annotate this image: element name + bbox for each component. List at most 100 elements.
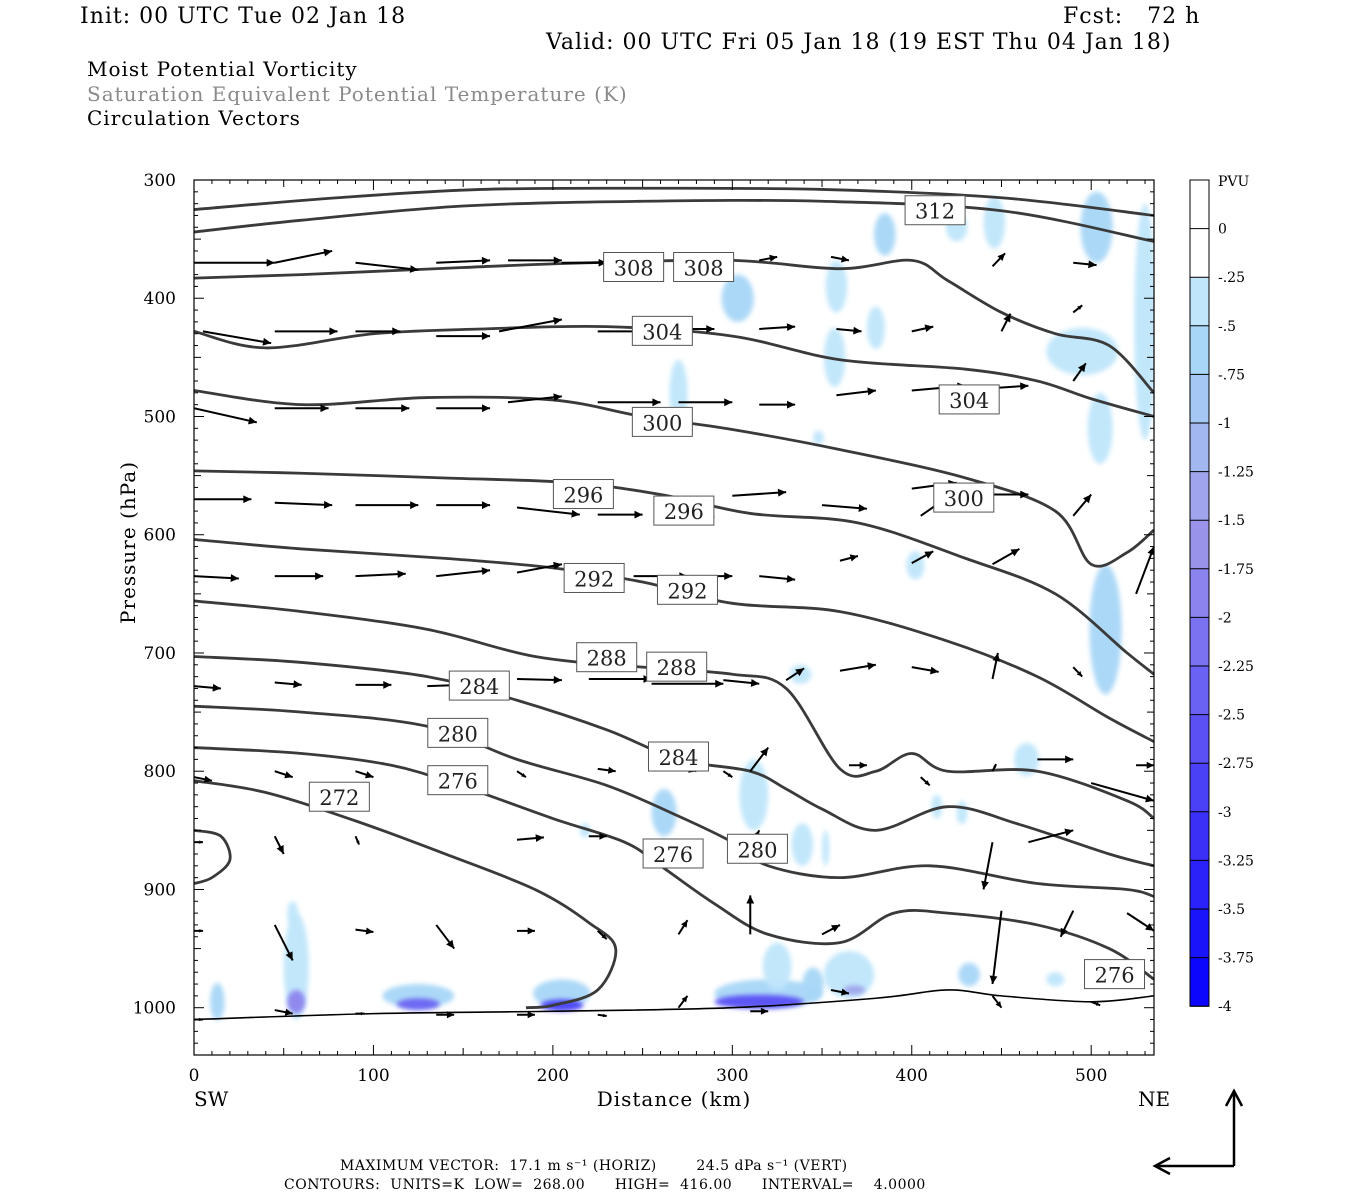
vector-head xyxy=(750,679,760,687)
x-tick-label: 200 xyxy=(537,1066,569,1086)
vector-head xyxy=(409,265,419,273)
circulation-vector xyxy=(355,501,419,510)
pv-blob-fill xyxy=(813,430,824,445)
vector-head xyxy=(1065,755,1074,764)
contour-label: 284 xyxy=(448,670,510,701)
contour-label-text: 280 xyxy=(438,722,478,746)
circulation-vector xyxy=(749,746,770,772)
contour-label-box xyxy=(563,562,625,593)
circulation-vector xyxy=(836,387,876,397)
contour-label: 272 xyxy=(308,781,370,812)
contour-label-box xyxy=(603,252,665,282)
colorbar-swatch xyxy=(1190,277,1209,326)
pv-blob xyxy=(1087,392,1113,464)
contour-label: 276 xyxy=(642,838,704,869)
vector-head xyxy=(535,834,544,843)
vector-head xyxy=(571,509,580,518)
vector-head xyxy=(553,676,562,684)
colorbar-unit: PVU xyxy=(1218,174,1250,190)
circulation-vector xyxy=(722,770,733,778)
contour-272b xyxy=(194,828,232,885)
circulation-vector xyxy=(516,927,535,935)
pv-blob xyxy=(983,196,1006,249)
vector-head xyxy=(924,780,930,786)
circulation-vector xyxy=(991,252,1006,268)
pv-blob xyxy=(739,759,769,831)
vector-head xyxy=(527,1011,535,1019)
pv-blob xyxy=(822,830,830,866)
circulation-vector xyxy=(597,398,661,407)
axes: 0 100 200 300 400 500 300 400 500 600 700 800 900 100… xyxy=(116,171,1170,1111)
circulation-vector xyxy=(435,924,455,950)
colorbar-tick-label: -3.75 xyxy=(1218,951,1254,967)
colorbar-swatch xyxy=(1190,714,1209,764)
vector-head xyxy=(248,416,257,425)
pv-blob-fill xyxy=(956,800,968,825)
vector-head xyxy=(315,572,324,581)
pv-blob-fill xyxy=(1046,972,1065,987)
contour-label-box xyxy=(673,252,735,282)
vector-head xyxy=(553,317,562,325)
vector-shaft xyxy=(274,501,333,507)
circulation-vector xyxy=(274,248,333,264)
circulation-vector xyxy=(750,1007,769,1015)
contour-label-box xyxy=(576,642,638,673)
vector-head xyxy=(849,554,858,562)
contour-label-box xyxy=(653,495,715,526)
contour-label-text: 276 xyxy=(1094,964,1134,988)
contour-308 xyxy=(194,258,1154,394)
circulation-vector xyxy=(597,1013,607,1018)
contour-label-text: 308 xyxy=(614,257,654,281)
contour-label-text: 276 xyxy=(438,770,478,794)
circulation-vector xyxy=(848,761,867,769)
colorbar-swatch xyxy=(1190,180,1209,229)
vector-head xyxy=(284,771,293,779)
vector-head xyxy=(1146,761,1154,769)
contour-label: 300 xyxy=(631,406,693,437)
colorbar-swatch xyxy=(1190,811,1209,861)
pv-shading xyxy=(210,191,1154,1021)
max-vector-note: MAXIMUM VECTOR: 17.1 m s⁻¹ (HORIZ) 24.5 … xyxy=(340,1158,848,1174)
circulation-vector xyxy=(194,775,213,783)
vector-shaft xyxy=(194,407,258,424)
pv-blob xyxy=(958,962,980,987)
circulation-vector xyxy=(759,323,796,332)
pv-blob-fill xyxy=(287,901,299,925)
circulation-vector xyxy=(274,770,294,779)
contour-label-box xyxy=(647,741,709,772)
vector-head xyxy=(446,939,455,949)
vector-head xyxy=(1010,548,1020,557)
pv-blob xyxy=(396,998,440,1011)
pv-blob xyxy=(1014,742,1040,776)
contour-label: 304 xyxy=(631,315,693,346)
circulation-vector xyxy=(1072,362,1087,382)
circulation-vector xyxy=(516,834,544,843)
y-axis-label: Pressure (hPa) xyxy=(116,461,140,624)
y-tick-label: 700 xyxy=(144,644,176,664)
vector-shaft xyxy=(355,572,406,578)
contour-label-text: 284 xyxy=(658,746,698,770)
circulation-vector xyxy=(911,666,939,675)
colorbar-tick-label: -.25 xyxy=(1218,270,1245,286)
vector-head xyxy=(199,840,203,844)
vector-shaft xyxy=(355,261,419,271)
vector-shaft xyxy=(436,259,491,264)
vector-shaft xyxy=(1135,546,1154,595)
vector-shaft xyxy=(498,318,563,333)
pv-blob xyxy=(762,942,792,990)
pv-blob-fill xyxy=(1134,203,1154,441)
vector-head xyxy=(1082,494,1092,504)
contour-label: 288 xyxy=(646,651,708,682)
field-title-mpv: Moist Potential Vorticity xyxy=(87,57,358,81)
contour-292 xyxy=(194,538,1154,743)
vector-head xyxy=(553,393,562,402)
contour-label-text: 296 xyxy=(563,484,603,508)
vector-shaft xyxy=(991,910,1003,985)
vector-head xyxy=(786,323,796,332)
circulation-vector xyxy=(989,910,1003,985)
vector-shaft xyxy=(436,569,491,578)
pv-blob xyxy=(802,967,824,1001)
vector-head xyxy=(681,920,688,928)
x-tick-label: 400 xyxy=(896,1066,928,1086)
vector-shaft xyxy=(202,330,272,345)
